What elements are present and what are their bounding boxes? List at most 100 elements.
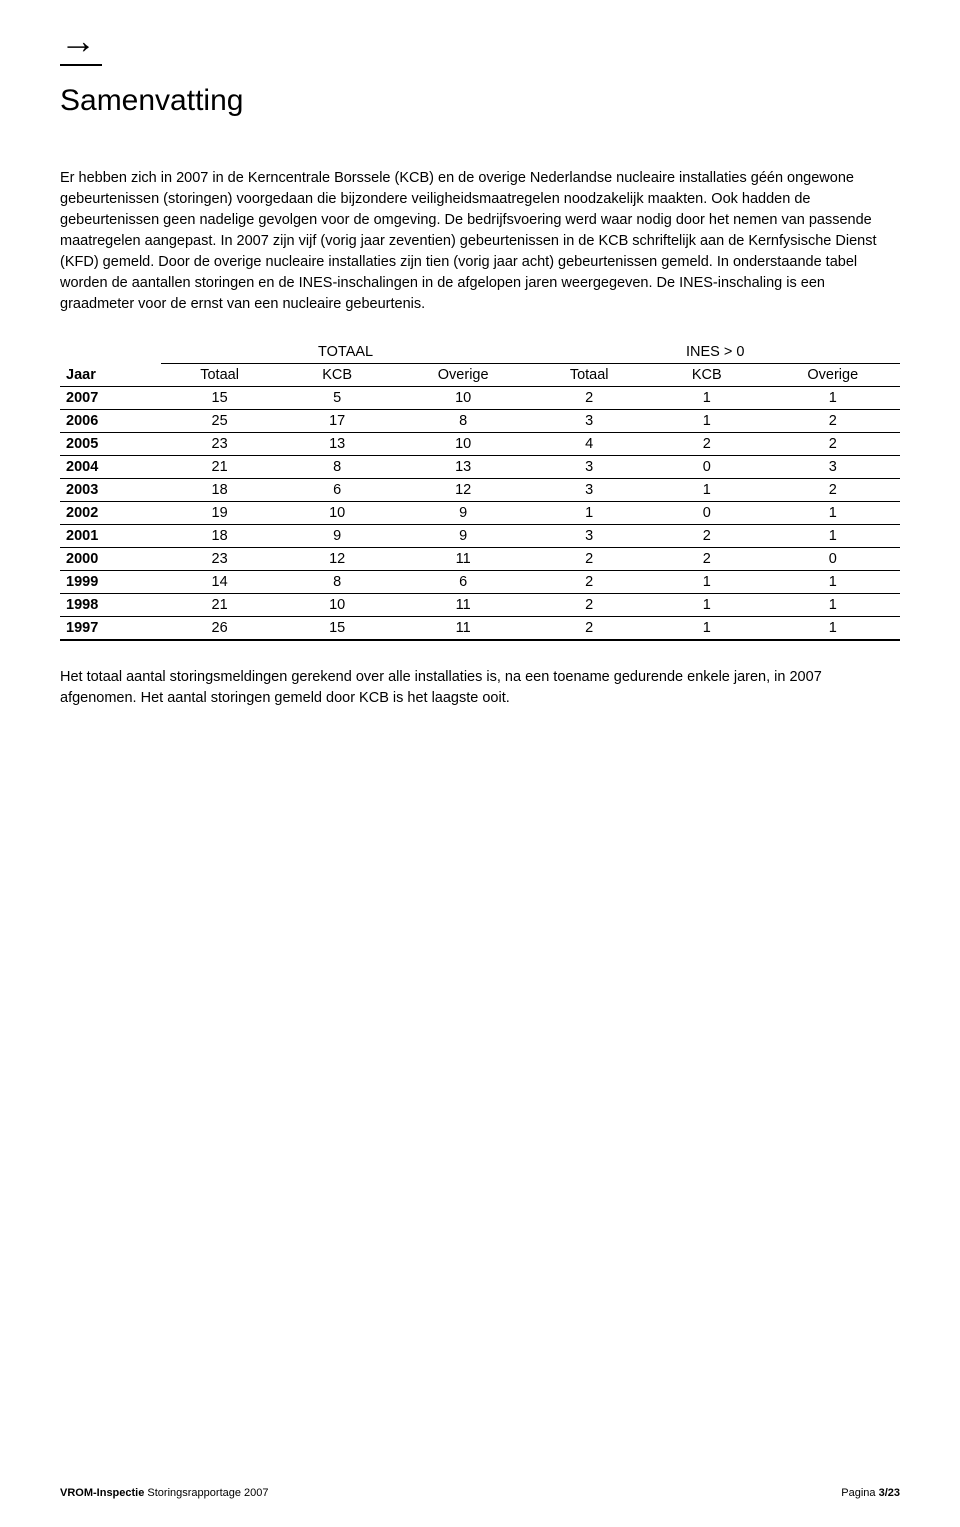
table-cell: 1997 (60, 617, 161, 641)
footer-page-label: Pagina (841, 1487, 878, 1499)
intro-paragraph: Er hebben zich in 2007 in de Kerncentral… (60, 168, 900, 315)
table-cell: 2003 (60, 479, 161, 502)
col-overige-1: Overige (396, 364, 530, 387)
table-cell: 21 (161, 594, 279, 617)
table-cell: 11 (396, 548, 530, 571)
table-cell: 2000 (60, 548, 161, 571)
table-cell: 2 (530, 594, 648, 617)
table-cell: 15 (161, 387, 279, 410)
table-cell: 23 (161, 433, 279, 456)
col-overige-2: Overige (766, 364, 900, 387)
table-cell: 2 (530, 387, 648, 410)
table-cell: 4 (530, 433, 648, 456)
table-cell: 6 (278, 479, 396, 502)
table-cell: 0 (648, 456, 766, 479)
table-cell: 3 (530, 479, 648, 502)
table-cell: 2 (648, 433, 766, 456)
table-cell: 25 (161, 410, 279, 433)
data-table: TOTAAL INES > 0 Jaar Totaal KCB Overige … (60, 341, 900, 641)
table-cell: 1 (766, 594, 900, 617)
col-jaar: Jaar (60, 364, 161, 387)
footer-left: VROM-Inspectie Storingsrapportage 2007 (60, 1487, 269, 1499)
table-cell: 2 (766, 410, 900, 433)
table-cell: 1 (648, 594, 766, 617)
table-cell: 18 (161, 525, 279, 548)
table-cell: 1 (766, 502, 900, 525)
table-cell: 1 (648, 479, 766, 502)
table-row: 19991486211 (60, 571, 900, 594)
table-cell: 2 (648, 548, 766, 571)
table-sub-header-row: Jaar Totaal KCB Overige Totaal KCB Overi… (60, 364, 900, 387)
page-title: Samenvatting (60, 84, 900, 118)
table-cell: 1 (766, 617, 900, 641)
table-cell: 13 (278, 433, 396, 456)
arrow-icon: → (60, 20, 900, 62)
table-cell: 1999 (60, 571, 161, 594)
table-cell: 2 (530, 571, 648, 594)
table-cell: 2 (648, 525, 766, 548)
table-cell: 8 (396, 410, 530, 433)
col-totaal-2: Totaal (530, 364, 648, 387)
table-row: 20011899321 (60, 525, 900, 548)
table-cell: 1 (766, 571, 900, 594)
table-cell: 1 (766, 387, 900, 410)
table-cell: 2001 (60, 525, 161, 548)
table-cell: 5 (278, 387, 396, 410)
table-cell: 18 (161, 479, 279, 502)
table-cell: 10 (396, 387, 530, 410)
table-cell: 11 (396, 617, 530, 641)
table-cell: 1 (648, 571, 766, 594)
footer-right: Pagina 3/23 (841, 1487, 900, 1499)
table-cell: 1 (530, 502, 648, 525)
table-row: 1997261511211 (60, 617, 900, 641)
table-cell: 9 (396, 525, 530, 548)
table-cell: 3 (530, 410, 648, 433)
table-cell: 2002 (60, 502, 161, 525)
table-cell: 1 (648, 387, 766, 410)
group-header-ines: INES > 0 (530, 341, 900, 364)
table-cell: 2 (766, 433, 900, 456)
table-cell: 10 (396, 433, 530, 456)
table-row: 1998211011211 (60, 594, 900, 617)
table-cell: 8 (278, 456, 396, 479)
table-cell: 12 (396, 479, 530, 502)
closing-paragraph: Het totaal aantal storingsmeldingen gere… (60, 667, 900, 709)
table-cell: 2 (530, 617, 648, 641)
empty-header (60, 341, 161, 364)
table-cell: 10 (278, 594, 396, 617)
table-cell: 8 (278, 571, 396, 594)
table-cell: 2004 (60, 456, 161, 479)
arrow-underline (60, 64, 102, 66)
table-cell: 0 (648, 502, 766, 525)
table-cell: 15 (278, 617, 396, 641)
table-row: 200421813303 (60, 456, 900, 479)
table-row: 2000231211220 (60, 548, 900, 571)
table-cell: 2 (766, 479, 900, 502)
table-row: 200219109101 (60, 502, 900, 525)
table-cell: 10 (278, 502, 396, 525)
table-cell: 1 (766, 525, 900, 548)
table-cell: 1 (648, 410, 766, 433)
col-kcb-1: KCB (278, 364, 396, 387)
table-cell: 11 (396, 594, 530, 617)
table-cell: 3 (530, 456, 648, 479)
table-cell: 17 (278, 410, 396, 433)
footer-page-num: 3/23 (879, 1487, 900, 1499)
table-cell: 21 (161, 456, 279, 479)
table-cell: 19 (161, 502, 279, 525)
col-totaal-1: Totaal (161, 364, 279, 387)
col-kcb-2: KCB (648, 364, 766, 387)
page-footer: VROM-Inspectie Storingsrapportage 2007 P… (60, 1487, 900, 1499)
table-cell: 2006 (60, 410, 161, 433)
table-cell: 1998 (60, 594, 161, 617)
table-row: 200318612312 (60, 479, 900, 502)
table-cell: 0 (766, 548, 900, 571)
table-cell: 2 (530, 548, 648, 571)
table-row: 200715510211 (60, 387, 900, 410)
table-cell: 12 (278, 548, 396, 571)
table-row: 2005231310422 (60, 433, 900, 456)
table-body: 2007155102112006251783122005231310422200… (60, 387, 900, 641)
table-cell: 6 (396, 571, 530, 594)
footer-report: Storingsrapportage 2007 (144, 1487, 268, 1499)
table-cell: 9 (278, 525, 396, 548)
